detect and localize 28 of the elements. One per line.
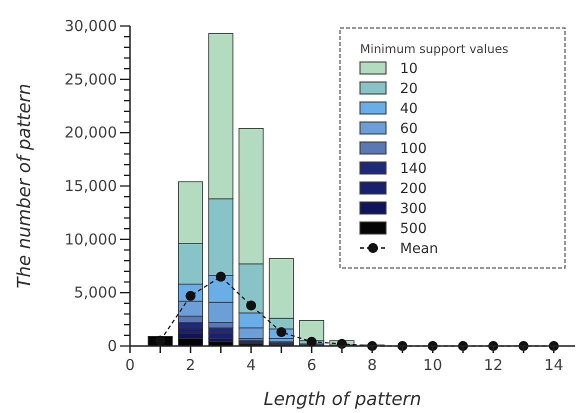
y-tick-label: 25,000 [64, 70, 117, 88]
x-tick-label: 6 [306, 356, 316, 374]
legend-label: 40 [400, 101, 418, 117]
y-tick-label: 20,000 [64, 124, 117, 142]
legend-label: 200 [400, 181, 427, 197]
y-tick-label: 10,000 [64, 230, 117, 248]
legend-label: 100 [400, 141, 427, 157]
x-tick-label: 12 [484, 356, 503, 374]
x-tick-label: 0 [125, 356, 135, 374]
legend-label: 300 [400, 201, 427, 217]
x-tick-label: 4 [246, 356, 256, 374]
legend-label: 60 [400, 121, 418, 137]
x-axis-title: Length of pattern [264, 389, 422, 410]
y-tick-label: 5,000 [74, 284, 117, 302]
x-tick-label: 8 [367, 356, 377, 374]
legend-label: 140 [400, 161, 427, 177]
y-tick-label: 0 [107, 337, 117, 355]
legend-label: 500 [400, 221, 427, 237]
legend-label: 10 [400, 61, 418, 77]
y-tick-label: 30,000 [64, 17, 117, 35]
y-tick-label: 15,000 [64, 177, 117, 195]
y-axis-title: The number of pattern [14, 84, 35, 288]
legend-label: 20 [400, 81, 418, 97]
x-tick-label: 10 [423, 356, 442, 374]
legend-label: Mean [400, 241, 438, 257]
x-tick-label: 2 [186, 356, 196, 374]
x-tick-label: 14 [544, 356, 564, 374]
legend-title: Minimum support values [360, 42, 508, 56]
